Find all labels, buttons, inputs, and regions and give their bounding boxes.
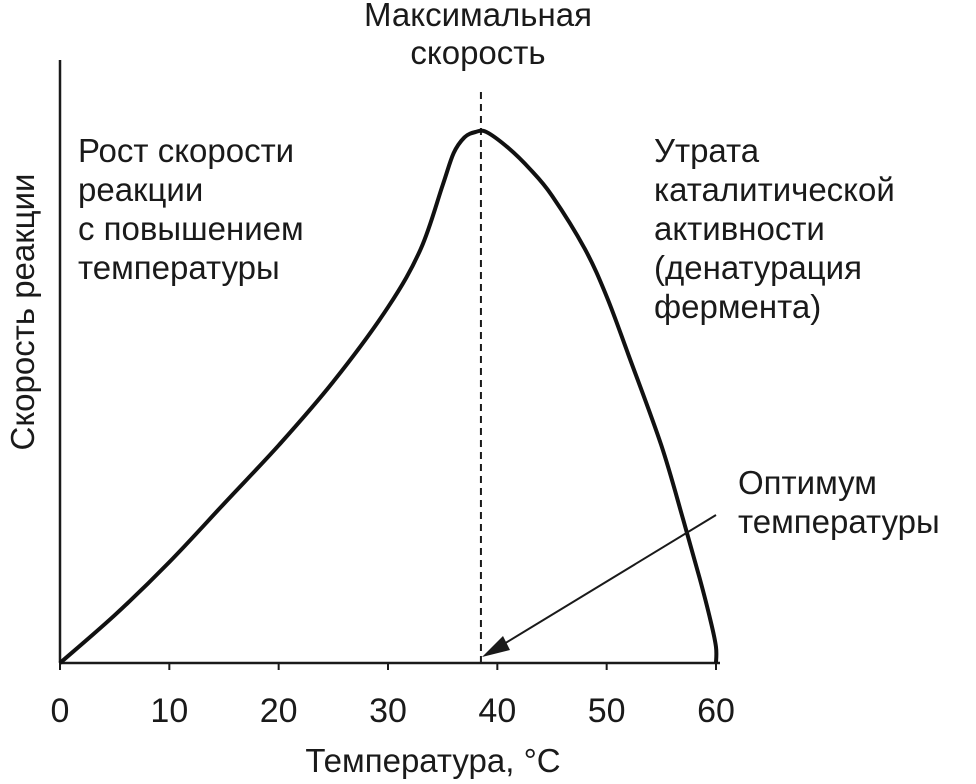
left-annotation-line-4: температуры <box>78 249 280 286</box>
right-annotation-line-1: Утрата <box>654 132 760 169</box>
right-annotation-line-2: каталитической <box>654 171 895 208</box>
series <box>58 128 719 665</box>
optimum-arrow-line <box>493 514 717 651</box>
x-tick-label: 60 <box>697 692 735 730</box>
max-rate-label-line-1: Максимальная <box>364 0 592 33</box>
y-axis-title: Скорость реакции <box>4 174 41 451</box>
optimum-label-line-1: Оптимум <box>738 464 877 501</box>
right-annotation-line-3: активности <box>654 210 825 247</box>
left-annotation-line-1: Рост скорости <box>78 132 294 169</box>
axes <box>58 60 720 670</box>
max-rate-label-line-2: скорость <box>410 34 545 71</box>
series-line-0 <box>58 128 719 665</box>
x-tick-label: 40 <box>478 692 516 730</box>
right-annotation-line-4: (денатурация <box>654 249 862 286</box>
x-tick-labels: 0 10 20 30 40 50 60 <box>51 692 735 730</box>
right-annotation-line-5: фермента) <box>654 288 821 325</box>
optimum-arrow-head <box>482 636 510 657</box>
x-tick-label: 10 <box>150 692 188 730</box>
left-annotation-line-3: с повышением <box>78 210 304 247</box>
left-annotation-line-2: реакции <box>78 171 203 208</box>
optimum-label-line-2: температуры <box>738 503 940 540</box>
x-tick-label: 20 <box>260 692 298 730</box>
x-tick-label: 30 <box>369 692 407 730</box>
x-axis-title: Температура, °C <box>305 742 560 779</box>
x-tick-label: 50 <box>588 692 626 730</box>
x-tick-label: 0 <box>51 692 70 730</box>
